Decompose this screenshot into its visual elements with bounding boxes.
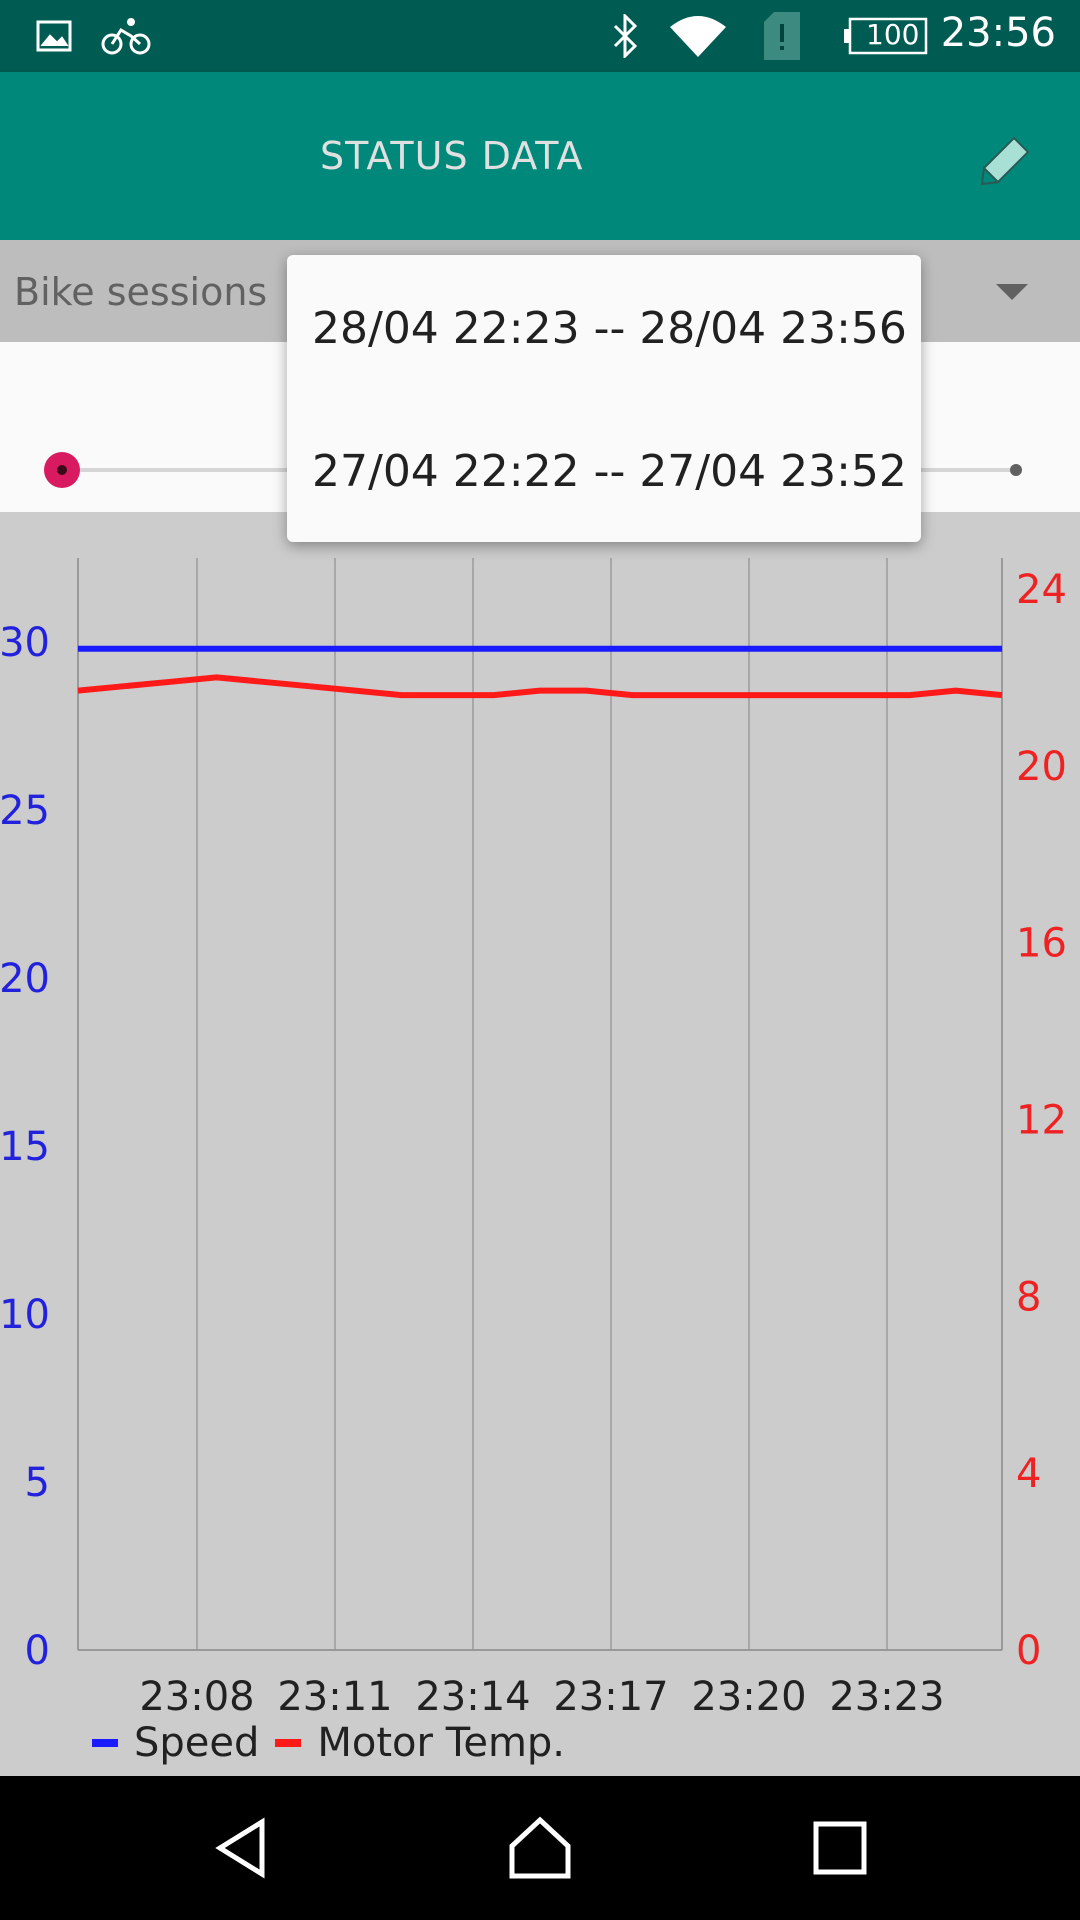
bike-icon: [100, 14, 152, 58]
slider-thumb-center: [57, 465, 67, 475]
legend-swatch-speed: [92, 1739, 118, 1747]
chevron-down-icon: [996, 284, 1028, 300]
x-tick-label: 23:17: [553, 1674, 668, 1720]
x-tick-label: 23:08: [139, 1674, 254, 1720]
back-icon: [215, 1817, 265, 1879]
chart: 23:08 23:11 23:14 23:17 23:20 23:23 0 5 10 15 20 25…: [0, 512, 1080, 1776]
app-bar: STATUS DATA: [0, 72, 1080, 240]
x-tick-label: 23:14: [415, 1674, 530, 1720]
left-y-tick-label: 25: [0, 788, 50, 834]
left-y-tick-label: 5: [25, 1460, 50, 1506]
nav-bar: [0, 1776, 1080, 1920]
home-icon: [509, 1816, 571, 1879]
wifi-icon: [666, 14, 730, 58]
left-y-tick-label: 0: [25, 1628, 50, 1674]
spinner-label: Bike sessions: [14, 270, 268, 314]
right-y-tick-label: 0: [1016, 1628, 1041, 1674]
clock: 23:56: [940, 10, 1056, 56]
right-y-tick-label: 4: [1016, 1451, 1041, 1497]
legend-item-motor-temp: Motor Temp.: [275, 1720, 565, 1766]
back-button[interactable]: [206, 1812, 278, 1884]
home-button[interactable]: [504, 1812, 576, 1884]
status-bar: 100 23:56: [0, 0, 1080, 72]
right-y-tick-label: 24: [1016, 567, 1067, 613]
right-y-tick-label: 12: [1016, 1097, 1067, 1143]
left-y-tick-label: 10: [0, 1292, 50, 1338]
slider-end-marker: [1010, 464, 1022, 476]
bluetooth-icon: [606, 14, 646, 58]
image-icon: [34, 14, 74, 58]
x-tick-label: 23:23: [829, 1674, 944, 1720]
recents-icon: [813, 1821, 867, 1875]
left-y-tick-label: 20: [0, 956, 50, 1002]
right-y-tick-label: 20: [1016, 744, 1067, 790]
slider-thumb[interactable]: [44, 452, 80, 488]
legend-label-speed: Speed: [134, 1720, 260, 1766]
battery-icon: 100: [842, 14, 928, 58]
left-y-tick-label: 15: [0, 1124, 50, 1170]
right-y-tick-label: 8: [1016, 1274, 1041, 1320]
battery-level: 100: [866, 18, 920, 51]
chart-legend: Speed Motor Temp.: [92, 1718, 581, 1768]
x-tick-label: 23:20: [691, 1674, 806, 1720]
pencil-icon: [980, 136, 1030, 186]
left-y-tick-label: 30: [0, 620, 50, 666]
session-dropdown: 28/04 22:23 -- 28/04 23:56 27/04 22:22 -…: [287, 255, 921, 542]
edit-button[interactable]: [970, 124, 1040, 194]
recents-button[interactable]: [804, 1812, 876, 1884]
page-title: STATUS DATA: [320, 134, 584, 178]
legend-swatch-motor-temp: [275, 1739, 302, 1747]
chart-svg: 23:08 23:11 23:14 23:17 23:20 23:23 0 5 10 15 20 25…: [0, 558, 1067, 1720]
dropdown-item-session-2[interactable]: 27/04 22:22 -- 27/04 23:52: [312, 445, 907, 497]
dropdown-item-session-1[interactable]: 28/04 22:23 -- 28/04 23:56: [312, 302, 907, 354]
x-tick-label: 23:11: [277, 1674, 392, 1720]
legend-label-motor-temp: Motor Temp.: [317, 1720, 566, 1766]
series-line-motor-temp: [77, 674, 1003, 699]
sim-alert-icon: [760, 12, 804, 60]
right-y-tick-label: 16: [1016, 921, 1067, 967]
legend-item-speed: Speed: [92, 1720, 259, 1766]
